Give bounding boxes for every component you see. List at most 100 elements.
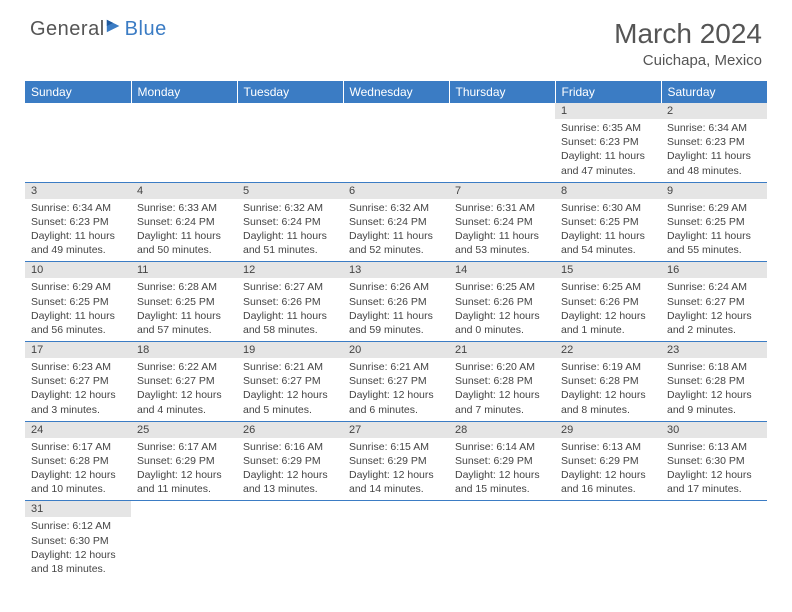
month-title: March 2024 bbox=[614, 18, 762, 50]
calendar-cell: 11Sunrise: 6:28 AMSunset: 6:25 PMDayligh… bbox=[131, 262, 237, 342]
day-number: 3 bbox=[25, 183, 131, 199]
day-number: 9 bbox=[661, 183, 767, 199]
calendar-week-row: 10Sunrise: 6:29 AMSunset: 6:25 PMDayligh… bbox=[25, 262, 767, 342]
day-number: 15 bbox=[555, 262, 661, 278]
location: Cuichapa, Mexico bbox=[614, 52, 762, 69]
weekday-header: Thursday bbox=[449, 81, 555, 103]
logo: General Blue bbox=[30, 18, 167, 41]
day-data: Sunrise: 6:25 AMSunset: 6:26 PMDaylight:… bbox=[555, 278, 661, 341]
logo-text-2: Blue bbox=[125, 18, 167, 41]
weekday-header: Friday bbox=[555, 81, 661, 103]
day-data: Sunrise: 6:27 AMSunset: 6:26 PMDaylight:… bbox=[237, 278, 343, 341]
day-data: Sunrise: 6:21 AMSunset: 6:27 PMDaylight:… bbox=[237, 358, 343, 421]
calendar-cell bbox=[131, 501, 237, 580]
day-data: Sunrise: 6:15 AMSunset: 6:29 PMDaylight:… bbox=[343, 438, 449, 501]
calendar-cell: 19Sunrise: 6:21 AMSunset: 6:27 PMDayligh… bbox=[237, 342, 343, 422]
weekday-header: Monday bbox=[131, 81, 237, 103]
day-data: Sunrise: 6:23 AMSunset: 6:27 PMDaylight:… bbox=[25, 358, 131, 421]
day-data: Sunrise: 6:34 AMSunset: 6:23 PMDaylight:… bbox=[661, 119, 767, 182]
calendar-cell bbox=[131, 103, 237, 182]
calendar-cell bbox=[237, 103, 343, 182]
calendar-cell bbox=[449, 501, 555, 580]
day-data: Sunrise: 6:28 AMSunset: 6:25 PMDaylight:… bbox=[131, 278, 237, 341]
calendar-cell: 31Sunrise: 6:12 AMSunset: 6:30 PMDayligh… bbox=[25, 501, 131, 580]
day-number: 6 bbox=[343, 183, 449, 199]
day-number: 16 bbox=[661, 262, 767, 278]
day-number: 2 bbox=[661, 103, 767, 119]
title-block: March 2024 Cuichapa, Mexico bbox=[614, 18, 762, 69]
day-data: Sunrise: 6:22 AMSunset: 6:27 PMDaylight:… bbox=[131, 358, 237, 421]
day-number: 25 bbox=[131, 422, 237, 438]
calendar-cell bbox=[343, 103, 449, 182]
day-number: 13 bbox=[343, 262, 449, 278]
calendar-cell: 1Sunrise: 6:35 AMSunset: 6:23 PMDaylight… bbox=[555, 103, 661, 182]
day-number: 4 bbox=[131, 183, 237, 199]
calendar-week-row: 1Sunrise: 6:35 AMSunset: 6:23 PMDaylight… bbox=[25, 103, 767, 182]
calendar-cell: 18Sunrise: 6:22 AMSunset: 6:27 PMDayligh… bbox=[131, 342, 237, 422]
calendar-cell: 14Sunrise: 6:25 AMSunset: 6:26 PMDayligh… bbox=[449, 262, 555, 342]
day-number: 11 bbox=[131, 262, 237, 278]
calendar-table: SundayMondayTuesdayWednesdayThursdayFrid… bbox=[25, 81, 767, 580]
day-data: Sunrise: 6:32 AMSunset: 6:24 PMDaylight:… bbox=[343, 199, 449, 262]
day-number: 27 bbox=[343, 422, 449, 438]
calendar-cell bbox=[25, 103, 131, 182]
day-number: 29 bbox=[555, 422, 661, 438]
weekday-header: Wednesday bbox=[343, 81, 449, 103]
calendar-cell: 30Sunrise: 6:13 AMSunset: 6:30 PMDayligh… bbox=[661, 421, 767, 501]
calendar-cell: 8Sunrise: 6:30 AMSunset: 6:25 PMDaylight… bbox=[555, 182, 661, 262]
weekday-header-row: SundayMondayTuesdayWednesdayThursdayFrid… bbox=[25, 81, 767, 103]
calendar-cell: 5Sunrise: 6:32 AMSunset: 6:24 PMDaylight… bbox=[237, 182, 343, 262]
calendar-cell: 4Sunrise: 6:33 AMSunset: 6:24 PMDaylight… bbox=[131, 182, 237, 262]
calendar-cell: 6Sunrise: 6:32 AMSunset: 6:24 PMDaylight… bbox=[343, 182, 449, 262]
logo-text-1: General bbox=[30, 18, 105, 41]
day-number: 23 bbox=[661, 342, 767, 358]
calendar-cell: 24Sunrise: 6:17 AMSunset: 6:28 PMDayligh… bbox=[25, 421, 131, 501]
weekday-header: Sunday bbox=[25, 81, 131, 103]
calendar-cell: 10Sunrise: 6:29 AMSunset: 6:25 PMDayligh… bbox=[25, 262, 131, 342]
calendar-cell bbox=[661, 501, 767, 580]
day-number: 17 bbox=[25, 342, 131, 358]
day-number: 7 bbox=[449, 183, 555, 199]
day-number: 5 bbox=[237, 183, 343, 199]
day-number: 18 bbox=[131, 342, 237, 358]
calendar-cell: 29Sunrise: 6:13 AMSunset: 6:29 PMDayligh… bbox=[555, 421, 661, 501]
day-number: 20 bbox=[343, 342, 449, 358]
calendar-cell: 2Sunrise: 6:34 AMSunset: 6:23 PMDaylight… bbox=[661, 103, 767, 182]
day-data: Sunrise: 6:14 AMSunset: 6:29 PMDaylight:… bbox=[449, 438, 555, 501]
calendar-cell: 22Sunrise: 6:19 AMSunset: 6:28 PMDayligh… bbox=[555, 342, 661, 422]
day-number: 12 bbox=[237, 262, 343, 278]
day-data: Sunrise: 6:16 AMSunset: 6:29 PMDaylight:… bbox=[237, 438, 343, 501]
calendar-cell: 7Sunrise: 6:31 AMSunset: 6:24 PMDaylight… bbox=[449, 182, 555, 262]
calendar-week-row: 24Sunrise: 6:17 AMSunset: 6:28 PMDayligh… bbox=[25, 421, 767, 501]
calendar-cell bbox=[555, 501, 661, 580]
day-data: Sunrise: 6:29 AMSunset: 6:25 PMDaylight:… bbox=[661, 199, 767, 262]
weekday-header: Saturday bbox=[661, 81, 767, 103]
calendar-cell: 13Sunrise: 6:26 AMSunset: 6:26 PMDayligh… bbox=[343, 262, 449, 342]
calendar-cell: 27Sunrise: 6:15 AMSunset: 6:29 PMDayligh… bbox=[343, 421, 449, 501]
day-data: Sunrise: 6:33 AMSunset: 6:24 PMDaylight:… bbox=[131, 199, 237, 262]
calendar-cell: 23Sunrise: 6:18 AMSunset: 6:28 PMDayligh… bbox=[661, 342, 767, 422]
day-number: 26 bbox=[237, 422, 343, 438]
day-data: Sunrise: 6:34 AMSunset: 6:23 PMDaylight:… bbox=[25, 199, 131, 262]
calendar-cell: 15Sunrise: 6:25 AMSunset: 6:26 PMDayligh… bbox=[555, 262, 661, 342]
calendar-cell bbox=[343, 501, 449, 580]
day-number: 14 bbox=[449, 262, 555, 278]
day-number: 24 bbox=[25, 422, 131, 438]
day-data: Sunrise: 6:26 AMSunset: 6:26 PMDaylight:… bbox=[343, 278, 449, 341]
calendar-body: 1Sunrise: 6:35 AMSunset: 6:23 PMDaylight… bbox=[25, 103, 767, 580]
calendar-cell: 9Sunrise: 6:29 AMSunset: 6:25 PMDaylight… bbox=[661, 182, 767, 262]
day-data: Sunrise: 6:30 AMSunset: 6:25 PMDaylight:… bbox=[555, 199, 661, 262]
calendar-cell: 16Sunrise: 6:24 AMSunset: 6:27 PMDayligh… bbox=[661, 262, 767, 342]
day-number: 8 bbox=[555, 183, 661, 199]
day-data: Sunrise: 6:13 AMSunset: 6:30 PMDaylight:… bbox=[661, 438, 767, 501]
day-number: 22 bbox=[555, 342, 661, 358]
day-data: Sunrise: 6:17 AMSunset: 6:29 PMDaylight:… bbox=[131, 438, 237, 501]
day-number: 30 bbox=[661, 422, 767, 438]
calendar-week-row: 31Sunrise: 6:12 AMSunset: 6:30 PMDayligh… bbox=[25, 501, 767, 580]
day-data: Sunrise: 6:13 AMSunset: 6:29 PMDaylight:… bbox=[555, 438, 661, 501]
day-data: Sunrise: 6:18 AMSunset: 6:28 PMDaylight:… bbox=[661, 358, 767, 421]
day-number: 19 bbox=[237, 342, 343, 358]
page-header: General Blue March 2024 Cuichapa, Mexico bbox=[0, 0, 792, 77]
day-number: 1 bbox=[555, 103, 661, 119]
calendar-cell: 3Sunrise: 6:34 AMSunset: 6:23 PMDaylight… bbox=[25, 182, 131, 262]
